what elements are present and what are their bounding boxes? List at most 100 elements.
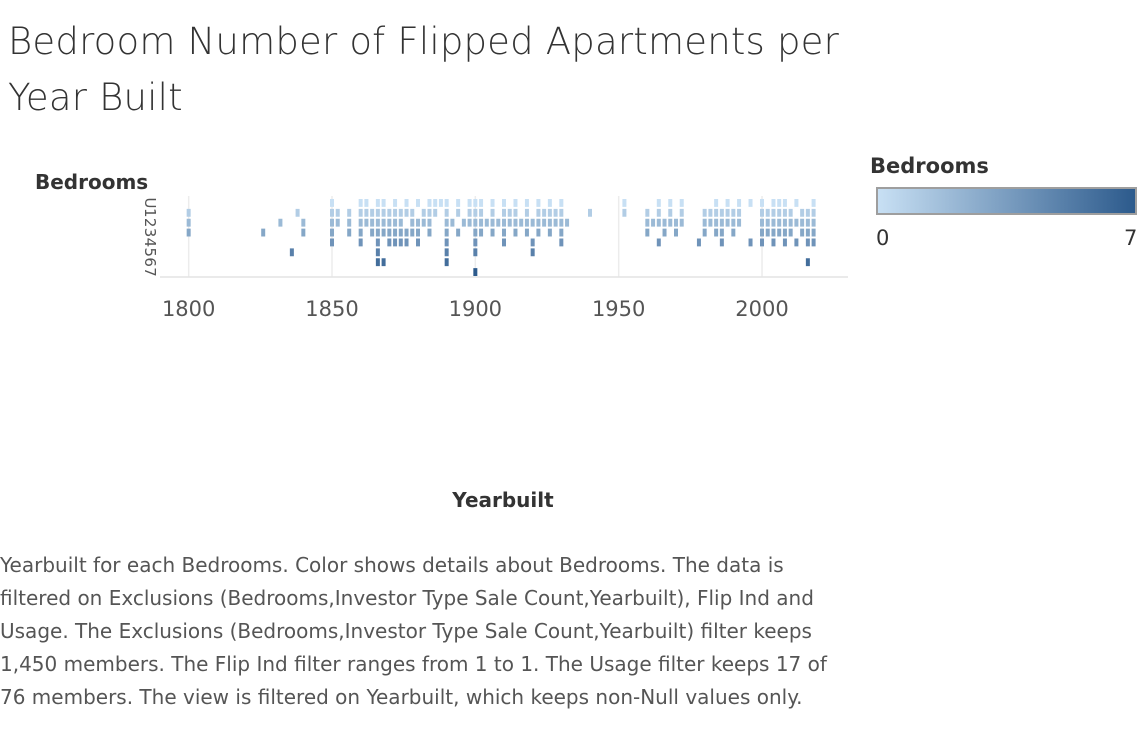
heatmap-cell[interactable] [702,218,707,227]
heatmap-cell[interactable] [387,218,392,227]
heatmap-cell[interactable] [811,238,816,247]
heatmap-cell[interactable] [186,218,191,227]
heatmap-cell[interactable] [559,218,564,227]
heatmap-cell[interactable] [668,208,673,217]
heatmap-cell[interactable] [416,199,420,207]
heatmap-cell[interactable] [375,238,380,247]
heatmap-cell[interactable] [490,199,495,207]
heatmap-cell[interactable] [479,218,484,227]
heatmap-cell[interactable] [393,208,398,217]
heatmap-cell[interactable] [370,228,375,237]
heatmap-cell[interactable] [358,228,363,237]
heatmap-cell[interactable] [375,199,380,207]
heatmap-cell[interactable] [662,228,667,237]
heatmap-cell[interactable] [410,228,415,237]
heatmap-cell[interactable] [800,208,805,217]
heatmap-cell[interactable] [714,199,719,207]
heatmap-cell[interactable] [421,218,426,227]
heatmap-cell[interactable] [381,258,386,267]
heatmap-cell[interactable] [805,228,810,237]
heatmap-cell[interactable] [507,208,512,217]
heatmap-cell[interactable] [404,238,409,247]
heatmap-cell[interactable] [358,199,363,207]
heatmap-cell[interactable] [456,228,461,237]
heatmap-cell[interactable] [547,228,552,237]
legend-color-ramp[interactable] [876,187,1137,215]
heatmap-cell[interactable] [416,238,420,247]
heatmap-cell[interactable] [427,218,432,227]
heatmap-cell[interactable] [760,199,764,207]
heatmap-cell[interactable] [387,208,392,217]
heatmap-cell[interactable] [473,218,478,227]
heatmap-cell[interactable] [668,218,673,227]
heatmap-cell[interactable] [760,218,764,227]
heatmap-cell[interactable] [805,208,810,217]
heatmap-cell[interactable] [760,238,764,247]
heatmap-cell[interactable] [490,208,495,217]
heatmap-cell[interactable] [674,218,678,227]
heatmap-cell[interactable] [186,208,191,217]
heatmap-cell[interactable] [725,208,730,217]
heatmap-cell[interactable] [645,208,650,217]
heatmap-cell[interactable] [444,218,449,227]
heatmap-cell[interactable] [645,228,650,237]
heatmap-cell[interactable] [530,248,535,257]
heatmap-cell[interactable] [771,199,776,207]
heatmap-cell[interactable] [805,238,810,247]
heatmap-cell[interactable] [771,218,776,227]
heatmap-cell[interactable] [261,228,266,237]
heatmap-cell[interactable] [456,199,461,207]
heatmap-cell[interactable] [719,228,724,237]
heatmap-cell[interactable] [547,208,552,217]
heatmap-cell[interactable] [370,218,375,227]
heatmap-cell[interactable] [794,199,799,207]
heatmap-cell[interactable] [444,248,449,257]
heatmap-cell[interactable] [679,208,684,217]
heatmap-cell[interactable] [524,218,529,227]
heatmap-cell[interactable] [364,218,369,227]
heatmap-cell[interactable] [330,208,334,217]
heatmap-cell[interactable] [714,228,719,237]
heatmap-cell[interactable] [542,218,547,227]
heatmap-cell[interactable] [530,238,535,247]
heatmap-cell[interactable] [479,199,484,207]
heatmap-cell[interactable] [513,218,518,227]
heatmap-cell[interactable] [530,218,535,227]
heatmap-cell[interactable] [473,238,478,247]
heatmap-cell[interactable] [668,199,673,207]
heatmap-cell[interactable] [771,238,776,247]
heatmap-cell[interactable] [513,228,518,237]
heatmap-cell[interactable] [456,208,461,217]
heatmap-cell[interactable] [725,218,730,227]
heatmap-cell[interactable] [358,208,363,217]
heatmap-cell[interactable] [393,238,398,247]
heatmap-cell[interactable] [782,228,787,237]
heatmap-cell[interactable] [484,218,489,227]
heatmap-cell[interactable] [398,228,403,237]
heatmap-cell[interactable] [444,199,449,207]
heatmap-cell[interactable] [381,228,386,237]
heatmap-cell[interactable] [330,228,334,237]
heatmap-cell[interactable] [490,218,495,227]
heatmap-cell[interactable] [330,218,334,227]
heatmap-cell[interactable] [622,199,627,207]
heatmap-cell[interactable] [542,208,547,217]
heatmap-cell[interactable] [674,228,678,237]
heatmap-cell[interactable] [559,228,564,237]
heatmap-cell[interactable] [622,208,627,217]
heatmap-cell[interactable] [519,218,524,227]
heatmap-cell[interactable] [358,218,363,227]
heatmap-cell[interactable] [358,238,363,247]
heatmap-cell[interactable] [805,258,810,267]
heatmap-cell[interactable] [335,208,340,217]
heatmap-cell[interactable] [731,218,736,227]
heatmap-cell[interactable] [536,228,541,237]
heatmap-cell[interactable] [444,228,449,237]
heatmap-cell[interactable] [410,208,415,217]
heatmap-cell[interactable] [777,208,782,217]
heatmap-cell[interactable] [427,199,432,207]
heatmap-cell[interactable] [811,199,816,207]
heatmap-cell[interactable] [375,208,380,217]
heatmap-cell[interactable] [559,199,564,207]
heatmap-cell[interactable] [347,208,352,217]
